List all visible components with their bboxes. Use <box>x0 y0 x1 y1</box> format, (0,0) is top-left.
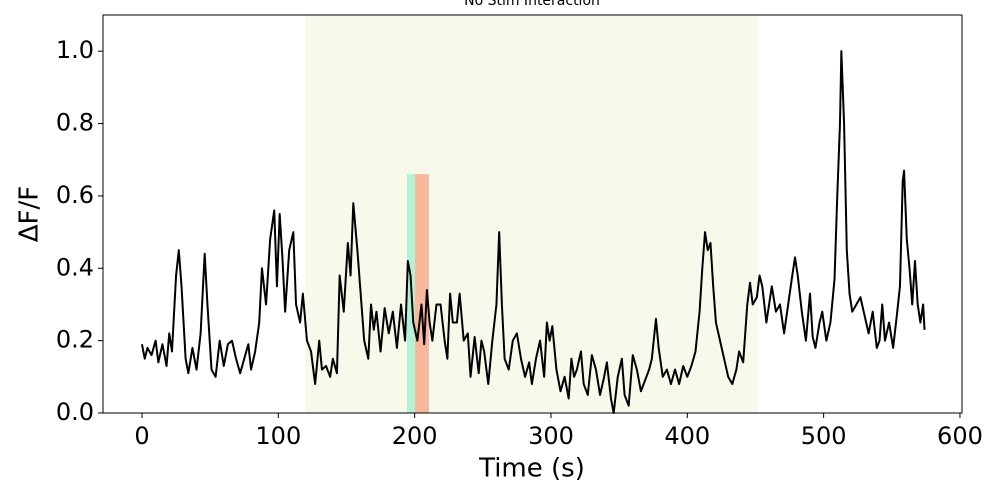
y-tick-label: 0.8 <box>56 109 94 137</box>
y-tick-label: 0.2 <box>56 326 94 354</box>
x-tick-label: 100 <box>255 422 301 450</box>
y-axis-label: ΔF/F <box>15 186 45 242</box>
x-tick-label: 500 <box>801 422 847 450</box>
y-tick-label: 0.6 <box>56 181 94 209</box>
x-tick-label: 400 <box>664 422 710 450</box>
y-tick-label: 0.4 <box>56 253 94 281</box>
chart-title: No Stim Interaction <box>464 0 600 9</box>
x-tick-label: 300 <box>528 422 574 450</box>
x-tick-label: 200 <box>392 422 438 450</box>
x-axis-label: Time (s) <box>478 454 585 484</box>
x-tick-label: 600 <box>937 422 983 450</box>
y-tick-label: 1.0 <box>56 36 94 64</box>
shaded-span <box>305 15 758 413</box>
y-tick-label: 0.0 <box>56 398 94 426</box>
signal-line <box>141 50 926 414</box>
x-tick-label: 0 <box>134 422 149 450</box>
shaded-span <box>414 174 429 413</box>
plot-frame <box>102 14 963 414</box>
